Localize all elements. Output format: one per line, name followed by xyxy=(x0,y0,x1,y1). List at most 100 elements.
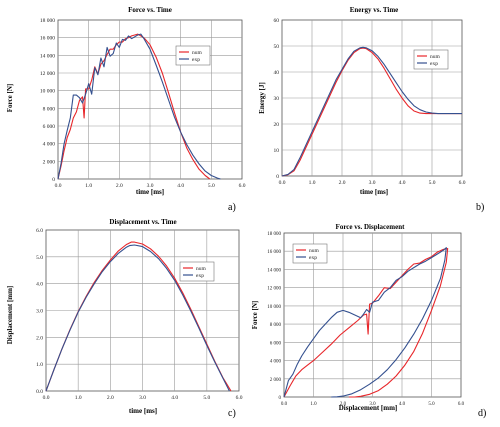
panel-a-ytick-label: 2 000 xyxy=(43,159,56,165)
panel-a-ytick-label: 6 000 xyxy=(43,124,56,130)
panel-d-xlabel: Displacement [mm] xyxy=(339,404,398,412)
panel-d-ytick-label: 14 000 xyxy=(267,268,281,273)
panel-b-ytick-label: 10 xyxy=(274,148,280,154)
panel-a-ytick-label: 12 000 xyxy=(40,71,55,77)
panel-b-xtick-label: 1.0 xyxy=(309,180,316,186)
panel-a-ytick-label: 14 000 xyxy=(40,53,55,59)
panel-d-ytick-label: 6 000 xyxy=(270,341,282,346)
panel-c: Displacement vs. Time 0.0 1.0 2.0 3.0 4.0 5.0… xyxy=(6,218,243,419)
panel-d-letter: d) xyxy=(478,408,486,419)
panel-b-series-num xyxy=(281,47,462,177)
panel-a-plot: 0.0 1.0 2.0 3.0 4.0 5.0 6.0 0 2 000 4 000 6 000 8 0… xyxy=(40,18,246,189)
panel-b-legend-label-exp: exp xyxy=(430,61,438,67)
panel-a-ytick-label: 8 000 xyxy=(43,106,56,112)
panel-c-legend-label-num: num xyxy=(196,266,207,272)
panel-a-xtick-label: 2.0 xyxy=(116,183,123,189)
panel-a-series-exp xyxy=(57,33,221,180)
panel-a-ytick-label: 16 000 xyxy=(40,36,55,42)
panel-c-plot: 0.0 1.0 2.0 3.0 4.0 5.0 6.0 0.0 1.0 2.0 3.0 4.0 5.0 6… xyxy=(36,228,243,401)
panel-b-letter: b) xyxy=(476,202,484,213)
panel-a-xtick-label: 5.0 xyxy=(208,183,215,189)
panel-a-xlabel: time [ms] xyxy=(136,188,164,196)
panel-c-ytick-label: 1.0 xyxy=(36,362,43,368)
panel-b: Energy vs. Time 0.0 1.0 2.0 3.0 4.0 5.0 6.0 0 10… xyxy=(258,6,484,213)
panel-b-ytick-label: 30 xyxy=(274,96,280,102)
panel-a-xtick-label: 6.0 xyxy=(239,183,246,189)
panel-c-xtick-label: 2.0 xyxy=(107,395,114,401)
panel-b-xtick-label: 6.0 xyxy=(459,180,466,186)
panel-c-title: Displacement vs. Time xyxy=(109,218,176,226)
panel-a-legend-label-exp: exp xyxy=(192,57,200,63)
panel-d-xtick-label: 6.0 xyxy=(458,402,465,407)
panel-d-ytick-label: 16 000 xyxy=(267,250,281,255)
panel-d-ytick-label: 2 000 xyxy=(270,378,282,383)
panel-d-ytick-label: 4 000 xyxy=(270,360,282,365)
panel-b-legend-label-num: num xyxy=(430,54,441,60)
panel-d-series-exp xyxy=(283,247,447,398)
panel-d-legend-box xyxy=(292,243,328,264)
panel-b-xtick-label: 3.0 xyxy=(369,180,376,186)
panel-b-title: Energy vs. Time xyxy=(350,6,399,14)
panel-c-ytick-label: 4.0 xyxy=(36,282,43,288)
panel-d-xtick-label: 4.0 xyxy=(399,402,406,407)
panel-b-xtick-label: 0.0 xyxy=(279,180,286,186)
panel-d-legend-label-exp: exp xyxy=(309,255,317,261)
panel-b-ytick-label: 20 xyxy=(274,122,280,128)
panel-d-ylabel: Force [N] xyxy=(251,301,259,329)
panel-d-ytick-label: 8 000 xyxy=(270,323,282,328)
panel-a-ylabel: Force [N] xyxy=(6,84,14,112)
panel-b-ytick-label: 40 xyxy=(274,70,280,76)
panel-a-ytick-label: 18 000 xyxy=(40,18,55,24)
panel-c-letter: c) xyxy=(228,408,236,419)
panel-a-xtick-label: 0.0 xyxy=(55,183,62,189)
panel-a-title: Force vs. Time xyxy=(128,6,172,14)
panel-a: Force vs. Time 0.0 1.0 2.0 3.0 4.0 5.0 6.0 0 2 0… xyxy=(6,6,246,213)
panel-d-xtick-label: 1.0 xyxy=(310,402,317,407)
panel-c-xtick-label: 5.0 xyxy=(203,395,210,401)
panel-a-ytick-label: 0 xyxy=(52,177,55,183)
panel-a-xtick-label: 1.0 xyxy=(85,183,92,189)
panel-c-xlabel: time [ms] xyxy=(129,407,157,415)
panel-d-title: Force vs. Displacement xyxy=(336,223,406,231)
panel-d-xtick-label: 2.0 xyxy=(340,402,347,407)
panel-a-legend-label-num: num xyxy=(192,50,203,56)
panel-b-xtick-label: 5.0 xyxy=(429,180,436,186)
panel-a-ytick-label: 10 000 xyxy=(40,89,55,95)
panel-c-xtick-label: 0.0 xyxy=(43,395,50,401)
panel-b-ytick-label: 0 xyxy=(276,174,279,180)
panel-a-ytick-label: 4 000 xyxy=(43,142,56,148)
panel-d-xtick-label: 3.0 xyxy=(369,402,376,407)
panel-c-legend-box xyxy=(179,261,215,282)
panel-c-ytick-label: 5.0 xyxy=(36,255,43,261)
panel-d-series-num xyxy=(283,247,449,398)
panel-d-ytick-label: 0 xyxy=(279,396,282,401)
panel-b-ylabel: Energy [J] xyxy=(258,82,266,114)
panel-d-ytick-label: 12 000 xyxy=(267,287,281,292)
panel-d-plot: 0.0 1.0 2.0 3.0 4.0 5.0 6.0 0 2 000 4 000 6 000 8 0… xyxy=(267,232,464,407)
panel-b-xlabel: time [ms] xyxy=(360,188,388,196)
panel-d: Force vs. Displacement 0.0 1.0 2.0 3.0 4.0 5.… xyxy=(251,223,486,419)
panel-a-xtick-label: 4.0 xyxy=(177,183,184,189)
panel-a-letter: a) xyxy=(228,202,236,213)
panel-b-ytick-label: 60 xyxy=(274,18,280,24)
panel-c-xtick-label: 1.0 xyxy=(75,395,82,401)
panel-a-xtick-label: 3.0 xyxy=(147,183,154,189)
panel-c-ytick-label: 3.0 xyxy=(36,309,43,315)
panel-b-xtick-label: 2.0 xyxy=(339,180,346,186)
panel-b-xtick-label: 4.0 xyxy=(399,180,406,186)
panel-c-xtick-label: 6.0 xyxy=(236,395,243,401)
panel-c-legend-label-exp: exp xyxy=(196,273,204,279)
panel-c-ylabel: Displacement [mm] xyxy=(6,286,14,345)
panel-c-xtick-label: 4.0 xyxy=(171,395,178,401)
panel-d-legend-label-num: num xyxy=(309,248,320,254)
panel-c-ytick-label: 2.0 xyxy=(36,335,43,341)
panel-b-legend-box xyxy=(413,49,449,70)
panel-c-ytick-label: 6.0 xyxy=(36,228,43,234)
panel-d-ytick-label: 18 000 xyxy=(267,232,281,237)
panel-c-series-exp xyxy=(45,244,230,392)
panel-d-xtick-label: 0.0 xyxy=(281,402,288,407)
